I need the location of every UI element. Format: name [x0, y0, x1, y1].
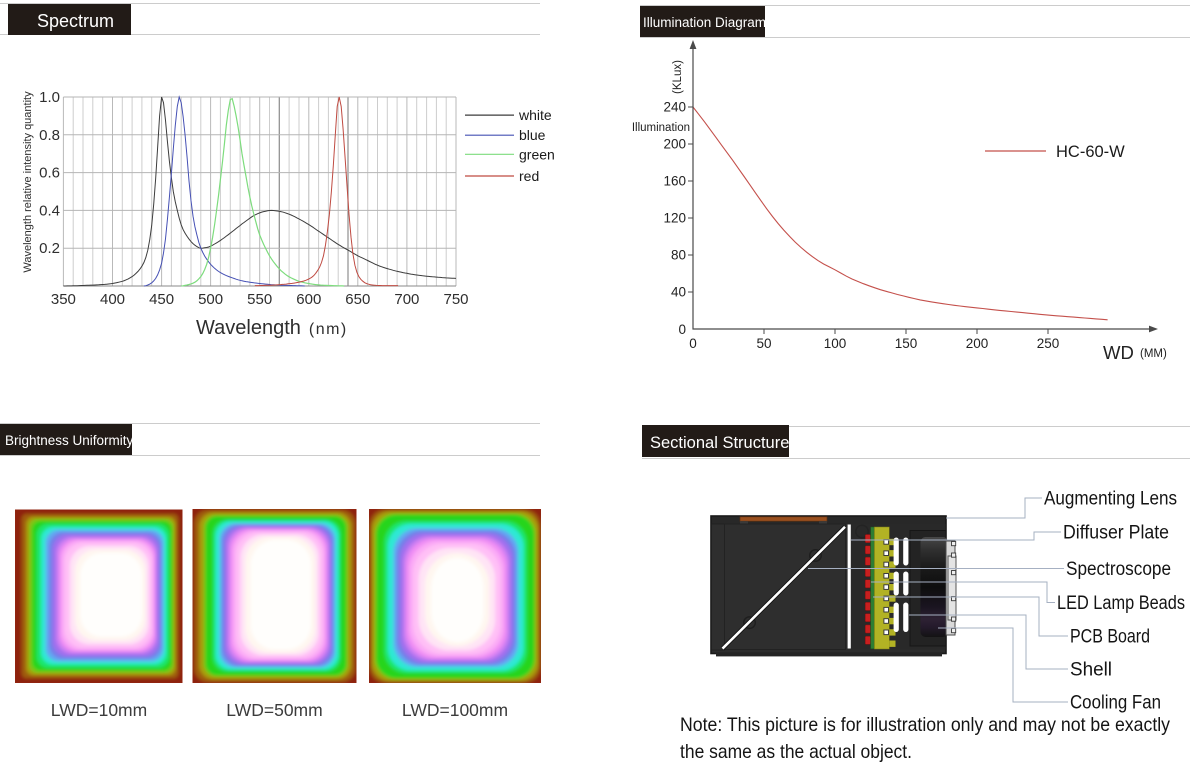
svg-text:(KLux): (KLux) [672, 60, 684, 94]
svg-text:40: 40 [671, 285, 686, 300]
svg-text:Note: This picture is for illu: Note: This picture is for illustration o… [680, 714, 1170, 736]
svg-text:1.0: 1.0 [39, 89, 60, 106]
svg-text:0.2: 0.2 [39, 240, 60, 257]
svg-text:LWD=100mm: LWD=100mm [402, 700, 508, 720]
svg-text:240: 240 [663, 100, 686, 115]
svg-text:100: 100 [824, 336, 847, 351]
svg-text:Illumination Diagram: Illumination Diagram [643, 15, 766, 30]
svg-text:Cooling Fan: Cooling Fan [1070, 693, 1161, 714]
svg-text:650: 650 [345, 291, 370, 308]
svg-text:200: 200 [966, 336, 989, 351]
svg-text:Shell: Shell [1070, 660, 1112, 681]
svg-text:0: 0 [689, 336, 697, 351]
svg-text:Wavelength relative intensity: Wavelength relative intensity quantity [22, 91, 34, 273]
svg-text:400: 400 [100, 291, 125, 308]
svg-text:Sectional Structure: Sectional Structure [650, 434, 789, 452]
svg-text:0.8: 0.8 [39, 127, 60, 144]
svg-text:600: 600 [296, 291, 321, 308]
svg-text:0: 0 [678, 322, 686, 337]
svg-text:Augmenting Lens: Augmenting Lens [1044, 489, 1177, 510]
svg-text:80: 80 [671, 248, 686, 263]
svg-text:WD: WD [1103, 342, 1134, 363]
svg-text:120: 120 [663, 211, 686, 226]
svg-text:red: red [519, 168, 539, 184]
svg-text:PCB Board: PCB Board [1070, 627, 1150, 648]
svg-text:0.4: 0.4 [39, 202, 60, 219]
svg-text:Wavelength(nm): Wavelength (nm) [196, 317, 348, 339]
svg-text:700: 700 [394, 291, 419, 308]
svg-text:250: 250 [1037, 336, 1060, 351]
svg-text:150: 150 [895, 336, 918, 351]
svg-text:LWD=50mm: LWD=50mm [226, 700, 322, 720]
svg-text:500: 500 [198, 291, 223, 308]
svg-text:HC-60-W: HC-60-W [1056, 143, 1125, 161]
svg-text:350: 350 [51, 291, 76, 308]
svg-text:Spectroscope: Spectroscope [1066, 559, 1171, 580]
svg-text:blue: blue [519, 127, 546, 143]
svg-text:200: 200 [663, 137, 686, 152]
svg-text:LWD=10mm: LWD=10mm [51, 700, 147, 720]
svg-text:0.6: 0.6 [39, 165, 60, 182]
svg-text:Brightness Uniformity: Brightness Uniformity [5, 433, 134, 448]
svg-text:160: 160 [663, 174, 686, 189]
svg-text:550: 550 [247, 291, 272, 308]
svg-text:the same as the actual object.: the same as the actual object. [680, 741, 912, 763]
svg-text:750: 750 [443, 291, 468, 308]
svg-text:LED Lamp Beads: LED Lamp Beads [1057, 593, 1185, 614]
svg-text:Illumination: Illumination [632, 122, 690, 134]
svg-text:white: white [518, 107, 552, 123]
svg-text:(MM): (MM) [1140, 348, 1167, 360]
svg-text:Spectrum: Spectrum [37, 11, 114, 31]
svg-text:450: 450 [149, 291, 174, 308]
svg-text:50: 50 [756, 336, 771, 351]
svg-text:Diffuser Plate: Diffuser Plate [1063, 523, 1169, 544]
svg-text:green: green [519, 146, 555, 162]
